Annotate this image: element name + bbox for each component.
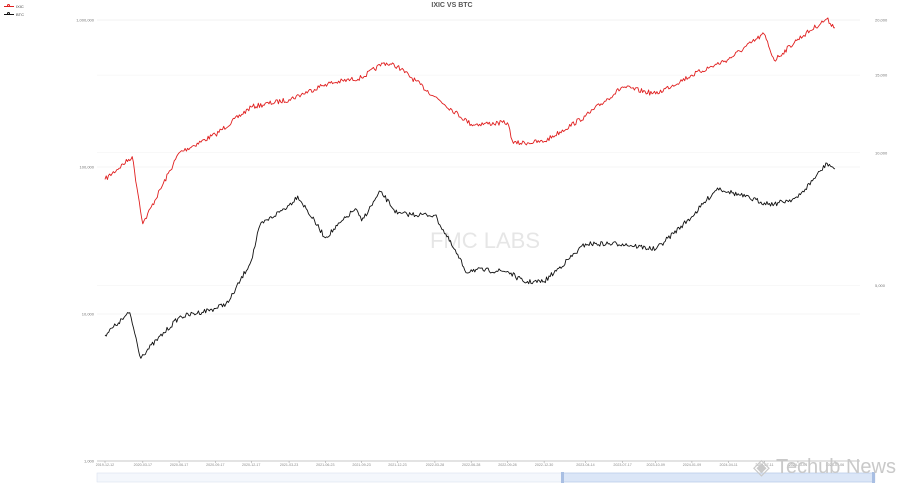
- y-left-tick-label-3: 1,000,000: [76, 18, 95, 23]
- x-tick-label-9: 2022-03-28: [426, 463, 444, 467]
- techub-logo-icon: ◈: [753, 454, 770, 480]
- series-line-ixic: [105, 18, 835, 224]
- x-tick-label-14: 2023-07-17: [613, 463, 631, 467]
- x-tick-label-12: 2022-12-30: [535, 463, 553, 467]
- legend-swatch-ixic: [4, 3, 14, 9]
- y-left-tick-label-2: 100,000: [80, 165, 95, 170]
- y-right-tick-label-3: 20,000: [875, 18, 888, 23]
- y-right-tick-label-0: 5,000: [875, 283, 886, 288]
- x-tick-label-17: 2024-04-11: [720, 463, 738, 467]
- x-tick-label-13: 2023-04-14: [576, 463, 594, 467]
- series-line-btc: [105, 163, 835, 358]
- x-tick-label-8: 2021-12-23: [388, 463, 406, 467]
- legend-label-ixic: IXIC: [16, 4, 24, 9]
- chart-title: IXIC VS BTC: [0, 2, 904, 9]
- watermark: ◈ Techub News: [753, 454, 896, 480]
- x-tick-label-16: 2024-01-09: [683, 463, 701, 467]
- x-tick-label-15: 2023-10-09: [646, 463, 664, 467]
- y-right-tick-label-1: 10,000: [875, 150, 888, 155]
- x-tick-label-1: 2020-03-17: [134, 463, 152, 467]
- x-tick-label-2: 2020-06-17: [170, 463, 188, 467]
- x-tick-label-4: 2020-12-17: [242, 463, 260, 467]
- legend: IXIC BTC: [4, 2, 24, 18]
- legend-item-ixic[interactable]: IXIC: [4, 2, 24, 10]
- x-tick-label-5: 2021-03-23: [280, 463, 298, 467]
- x-tick-label-11: 2022-09-28: [498, 463, 516, 467]
- legend-label-btc: BTC: [16, 12, 24, 17]
- watermark-text: Techub News: [776, 456, 896, 479]
- range-slider-handle-left[interactable]: [561, 472, 564, 483]
- x-tick-label-0: 2019-12-12: [96, 463, 114, 467]
- y-left-tick-label-0: 1,000: [84, 459, 95, 464]
- x-tick-label-6: 2021-06-23: [316, 463, 334, 467]
- legend-swatch-btc: [4, 11, 14, 17]
- x-tick-label-3: 2020-09-17: [206, 463, 224, 467]
- bg-watermark-text: FMC LABS: [430, 228, 540, 253]
- legend-item-btc[interactable]: BTC: [4, 10, 24, 18]
- x-tick-label-7: 2021-09-23: [352, 463, 370, 467]
- y-left-tick-label-1: 10,000: [82, 312, 95, 317]
- y-right-tick-label-2: 15,000: [875, 73, 888, 78]
- x-tick-label-10: 2022-06-28: [462, 463, 480, 467]
